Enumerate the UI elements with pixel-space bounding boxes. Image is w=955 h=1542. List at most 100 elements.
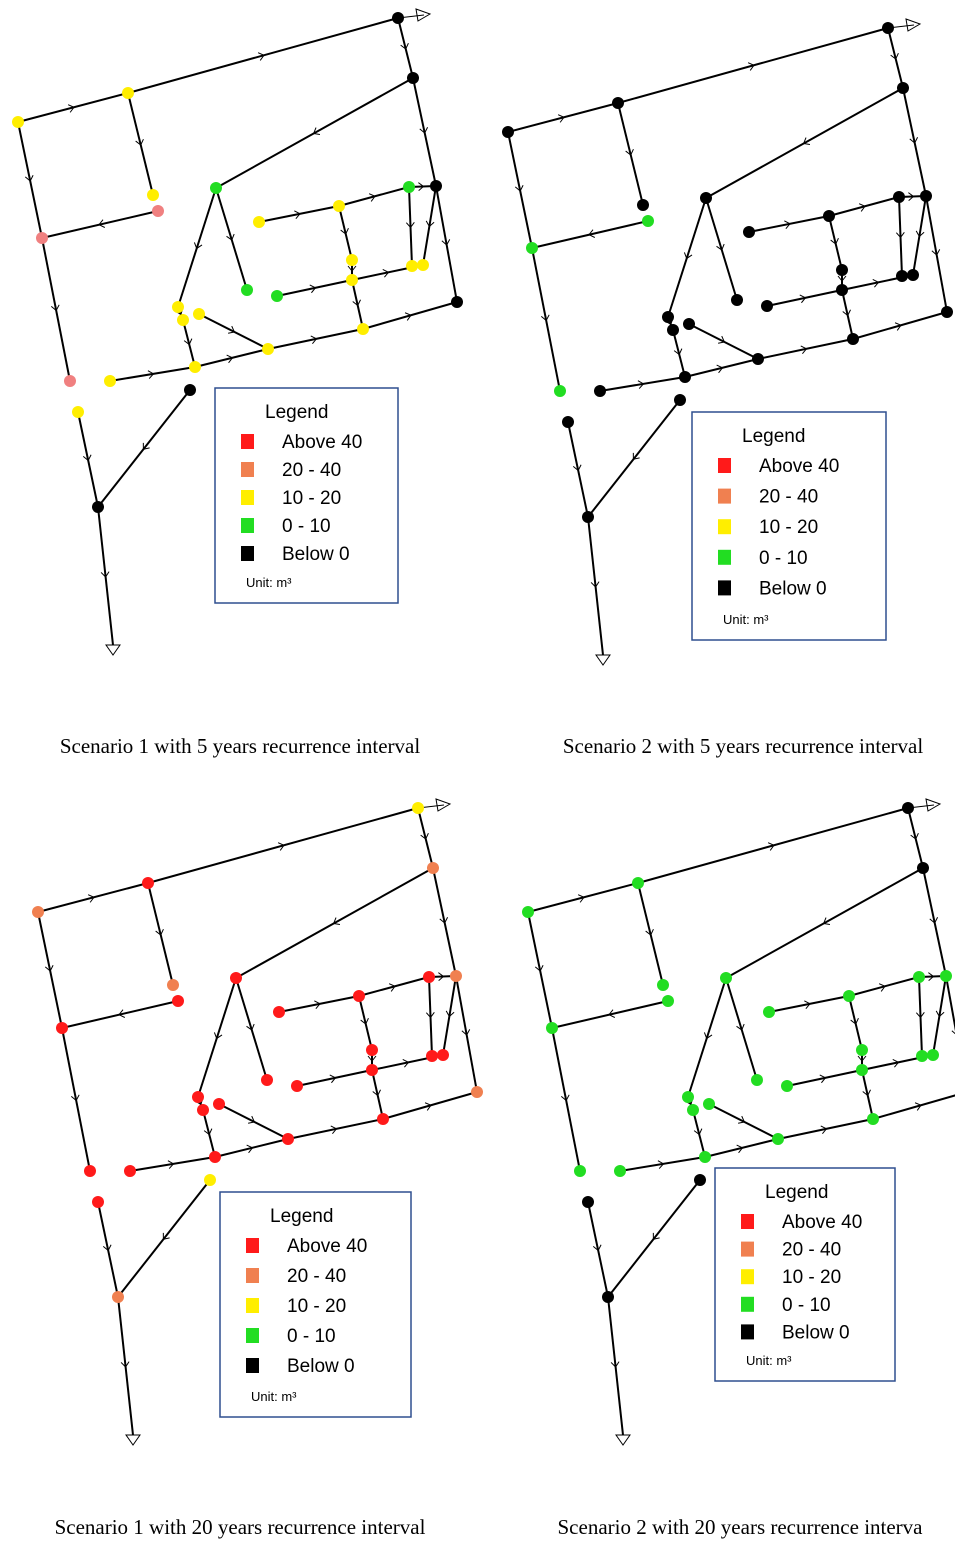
- flow-arrow: [577, 894, 585, 903]
- node: [430, 180, 442, 192]
- flow-arrow: [767, 842, 775, 851]
- node: [897, 82, 909, 94]
- node: [184, 384, 196, 396]
- pipe: [768, 995, 850, 1013]
- pipe: [725, 977, 758, 1081]
- node: [64, 375, 76, 387]
- pipe: [198, 313, 269, 350]
- pipe: [218, 1103, 289, 1140]
- node: [612, 97, 624, 109]
- pipe: [17, 121, 43, 239]
- pipe: [197, 977, 237, 1098]
- flow-arrow: [340, 227, 349, 235]
- legend-swatch: [741, 1324, 754, 1340]
- flow-arrow: [716, 243, 725, 251]
- flow-arrow: [738, 1115, 746, 1124]
- flow-arrow: [929, 917, 939, 924]
- pipe: [887, 27, 904, 89]
- flow-arrow: [915, 230, 925, 238]
- node: [781, 1080, 793, 1092]
- flow-arrow: [118, 1009, 126, 1018]
- node: [417, 259, 429, 271]
- flow-arrow: [557, 114, 565, 123]
- flow-arrow: [572, 464, 582, 472]
- pipe: [912, 195, 927, 276]
- node: [261, 1074, 273, 1086]
- legend-label: 10 - 20: [759, 517, 818, 538]
- flow-arrow: [445, 1010, 455, 1018]
- caption: Scenario 1 with 20 years recurrence inte…: [55, 1515, 426, 1539]
- node: [36, 232, 48, 244]
- node: [193, 308, 205, 320]
- pipe: [766, 289, 843, 307]
- pipe: [358, 976, 430, 997]
- node: [92, 501, 104, 513]
- node: [637, 199, 649, 211]
- legend-label: 20 - 40: [782, 1240, 841, 1261]
- flow-arrow: [44, 965, 54, 972]
- flow-arrow: [784, 220, 791, 230]
- pipe: [61, 1000, 179, 1029]
- pipe: [567, 421, 589, 518]
- network-panel: Legend Above 40 20 - 40 10 - 20 0 - 10 Below …: [502, 18, 953, 758]
- pipe: [17, 92, 129, 123]
- flow-arrow: [804, 1000, 811, 1010]
- legend-label: Below 0: [782, 1322, 850, 1343]
- flow-arrow: [368, 193, 376, 202]
- flow-arrow: [928, 972, 935, 982]
- node: [582, 1196, 594, 1208]
- legend-label: 10 - 20: [287, 1296, 346, 1317]
- flow-arrow: [332, 917, 341, 926]
- pipe: [667, 197, 707, 318]
- node: [554, 385, 566, 397]
- node: [177, 314, 189, 326]
- pipe: [182, 319, 196, 368]
- pipe: [129, 1156, 216, 1172]
- node: [346, 274, 358, 286]
- node: [189, 361, 201, 373]
- flow-arrow: [910, 832, 919, 840]
- pipe: [902, 87, 927, 197]
- pipe: [41, 210, 159, 239]
- legend-label: Below 0: [287, 1356, 355, 1377]
- flow-arrow: [747, 62, 755, 71]
- pipe: [194, 348, 269, 368]
- flow-arrow: [931, 249, 941, 256]
- legend-swatch: [741, 1241, 754, 1257]
- node: [940, 970, 952, 982]
- pipe: [177, 187, 217, 308]
- pipe: [637, 807, 909, 884]
- flow-arrow: [625, 148, 634, 156]
- flow-arrow: [736, 1023, 745, 1031]
- node: [333, 200, 345, 212]
- pipe: [777, 1118, 874, 1140]
- flow-arrow: [419, 127, 429, 134]
- legend-swatch: [741, 1296, 754, 1312]
- pipe: [37, 882, 149, 913]
- flow-arrow: [608, 1009, 616, 1018]
- node: [346, 254, 358, 266]
- node: [167, 979, 179, 991]
- node: [204, 1174, 216, 1186]
- node: [602, 1291, 614, 1303]
- node: [377, 1113, 389, 1125]
- pipe: [619, 1156, 706, 1172]
- flow-arrow: [703, 1032, 713, 1040]
- legend-unit: Unit: m³: [251, 1389, 297, 1404]
- flow-arrow: [257, 52, 265, 61]
- pipe: [276, 279, 353, 297]
- flow-arrow: [590, 581, 600, 588]
- flow-arrow: [837, 275, 847, 282]
- node: [427, 862, 439, 874]
- pipe: [77, 411, 99, 508]
- flow-arrow: [312, 127, 321, 136]
- pipe: [708, 1103, 779, 1140]
- flow-arrow: [895, 232, 905, 239]
- flow-arrow: [367, 1055, 377, 1062]
- node: [574, 1165, 586, 1177]
- pipe: [607, 1296, 624, 1436]
- legend-swatch: [246, 1328, 259, 1343]
- flow-arrow: [909, 137, 919, 144]
- flow-arrow: [560, 1094, 570, 1102]
- node: [56, 1022, 68, 1034]
